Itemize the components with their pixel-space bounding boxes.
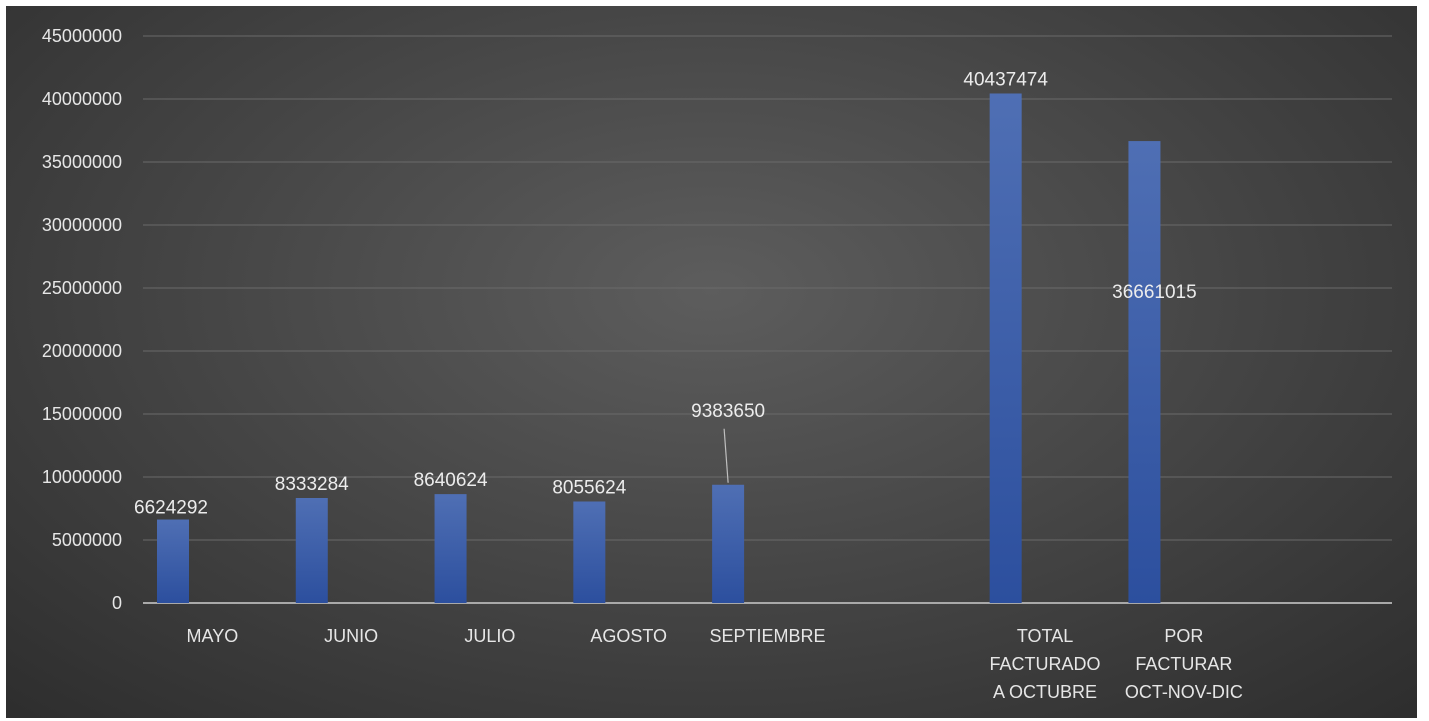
x-tick-label-line: A OCTUBRE [993,682,1097,702]
x-tick-label-line: JULIO [464,626,515,646]
data-label: 36661015 [1112,282,1197,303]
y-tick-label: 40000000 [42,89,122,109]
y-tick-label: 5000000 [52,530,122,550]
bar [157,519,189,603]
x-tick-label: JULIO [464,626,515,646]
y-tick-label: 0 [112,593,122,613]
y-tick-label: 20000000 [42,341,122,361]
x-tick-label: AGOSTO [590,626,667,646]
x-tick-label: JUNIO [324,626,378,646]
y-tick-label: 30000000 [42,215,122,235]
data-label: 8333284 [275,474,349,495]
y-tick-label: 45000000 [42,26,122,46]
bar [573,501,606,603]
data-label: 8055624 [552,477,626,498]
chart-area: 0 5000000 10000000 15000000 20000000 25000000… [6,6,1417,718]
data-label-leader-line [723,428,729,483]
x-tick-label-line: TOTAL [1017,626,1073,646]
gridlines [143,35,1392,604]
x-tick-label-line: FACTURAR [1135,654,1232,674]
x-tick-label: TOTAL FACTURADO A OCTUBRE [990,626,1101,702]
y-tick-label: 35000000 [42,152,122,172]
bar-chart: 0 5000000 10000000 15000000 20000000 25000000… [42,26,1392,702]
bar [434,494,467,603]
x-tick-label-line: POR [1164,626,1203,646]
x-tick-label: MAYO [187,626,239,646]
y-tick-label: 10000000 [42,467,122,487]
x-tick-label-line: FACTURADO [990,654,1101,674]
x-tick-label-line: SEPTIEMBRE [709,626,825,646]
bar [1128,141,1161,603]
bars [157,93,1161,604]
data-label: 40437474 [963,69,1048,90]
data-label: 6624292 [134,498,208,519]
y-axis-tick-labels: 0 5000000 10000000 15000000 20000000 25000000… [42,26,122,613]
bar [712,484,745,603]
x-tick-label-line: OCT-NOV-DIC [1125,682,1243,702]
x-tick-label-line: JUNIO [324,626,378,646]
data-label: 8640624 [414,470,488,491]
x-axis-tick-labels: MAYO JUNIO JULIO AGOSTO SEPTIEMBRE TOTAL FACTU… [187,626,1243,702]
data-label: 9383650 [691,401,765,422]
x-tick-label: SEPTIEMBRE [709,626,825,646]
bar [989,93,1022,604]
x-tick-label-line: AGOSTO [590,626,667,646]
x-tick-label-line: MAYO [187,626,239,646]
x-tick-label: POR FACTURAR OCT-NOV-DIC [1125,626,1243,702]
data-labels: 6624292 8333284 8640624 8055624 9383650 40437… [134,69,1197,518]
bar [295,498,328,603]
y-tick-label: 25000000 [42,278,122,298]
y-tick-label: 15000000 [42,404,122,424]
